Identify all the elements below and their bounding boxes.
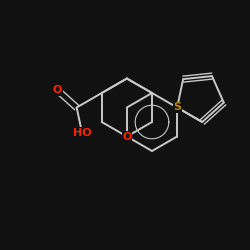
Text: O: O [122, 132, 132, 141]
Text: S: S [173, 102, 181, 113]
Text: HO: HO [73, 128, 92, 138]
Text: O: O [52, 85, 62, 95]
